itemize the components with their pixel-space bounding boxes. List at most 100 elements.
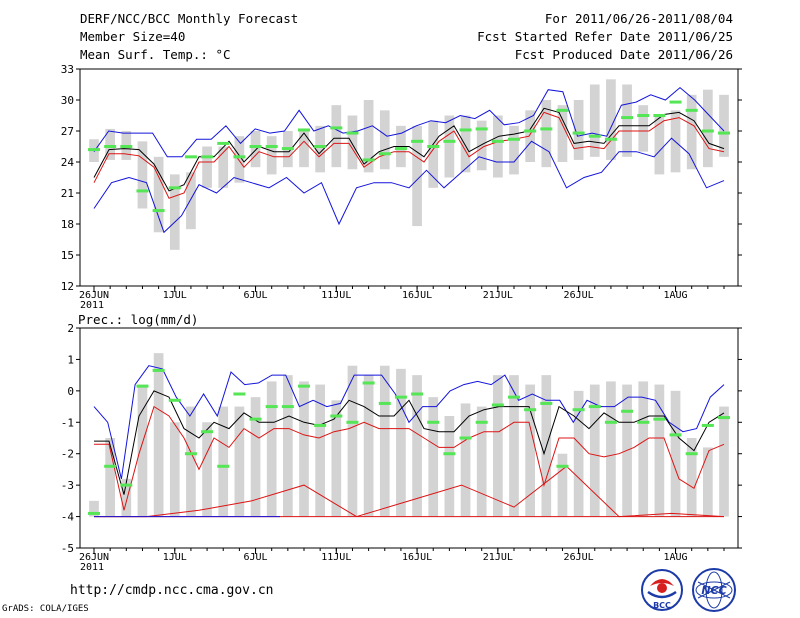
prec-obs-marker [120, 483, 133, 487]
prec-obs-marker [298, 384, 310, 388]
temp-obs-marker [701, 129, 714, 133]
prec-ensemble-box [719, 406, 729, 517]
prec-xtick-label: 21JUL [483, 552, 513, 563]
prec-obs-marker [346, 420, 359, 424]
prec-ensemble-box [670, 390, 681, 517]
temp-xtick-label: 1AUG [663, 290, 687, 301]
temp-obs-marker [475, 127, 488, 131]
temp-ensemble-box [460, 115, 471, 173]
temp-xtick-label: 1JUL [163, 290, 187, 301]
temp-obs-marker [314, 145, 327, 148]
member-size-label: Member Size=40 [80, 29, 186, 44]
prec-obs-marker [701, 423, 714, 427]
prec-obs-marker [604, 420, 617, 424]
prec-ensemble-box [525, 384, 535, 517]
temp-ensemble-box [379, 110, 390, 170]
temp-line-control [93, 111, 725, 199]
prec-ensemble-box [557, 453, 568, 517]
forecast-started-date: Fcst Started Refer Date 2011/06/25 [477, 29, 733, 44]
temp-xtick-label: 16JUL [402, 290, 432, 301]
prec-ensemble-box [412, 375, 422, 517]
temp-line-ensemble-min [93, 137, 725, 234]
prec-xtick-label: 1AUG [663, 552, 687, 563]
temp-obs-marker [184, 155, 197, 159]
temp-obs-marker [298, 128, 310, 132]
temperature-panel: 12 15 18 21 24 27 30 33 26JUN 1JUL 6JUL 11JUL 16JUL 2… [61, 63, 742, 311]
temp-line-ensemble-mean [93, 107, 725, 192]
temp-ensemble-box [476, 120, 487, 171]
prec-obs-marker [201, 430, 214, 434]
prec-ensemble-box [573, 390, 584, 517]
temp-ytick-label: 21 [61, 187, 74, 200]
prec-ytick-label: 0 [67, 385, 74, 398]
temp-obs-marker [443, 139, 456, 143]
temp-ensemble-box [654, 115, 665, 175]
variable-label: Mean Surf. Temp.: °C [80, 47, 231, 62]
prec-ensemble-box [493, 375, 503, 517]
prec-obs-marker [265, 405, 278, 409]
temp-obs-marker [362, 158, 375, 162]
prec-xtick-label: 11JUL [321, 552, 351, 563]
temp-obs-marker [604, 137, 617, 141]
prec-obs-marker [621, 409, 634, 413]
temp-obs-marker [265, 145, 278, 148]
forecast-produced-date: Fcst Produced Date 2011/06/26 [514, 47, 733, 62]
temp-obs-marker [201, 155, 214, 159]
temp-obs-marker [152, 209, 165, 213]
forecast-range: For 2011/06/26-2011/08/04 [544, 11, 733, 26]
prec-ensemble-box [379, 365, 390, 517]
temp-xtick-label: 6JUL [243, 290, 267, 301]
prec-obs-marker [88, 511, 100, 515]
prec-ensemble-box [589, 384, 600, 517]
temp-ensemble-box [703, 89, 713, 168]
prec-obs-marker [314, 423, 327, 427]
temp-ytick-label: 24 [61, 156, 75, 169]
prec-ensemble-box [153, 353, 164, 517]
prec-xtick-label: 6JUL [243, 552, 267, 563]
prec-obs-marker [378, 401, 391, 405]
temp-ensemble-box [622, 84, 632, 157]
temp-ensemble-box [573, 100, 584, 160]
temp-obs-marker [330, 126, 343, 130]
prec-obs-marker [491, 403, 504, 407]
footer-url[interactable]: http://cmdp.ncc.cma.gov.cn [70, 583, 274, 598]
temp-xtick-label: 26JUL [564, 290, 594, 301]
temp-obs-marker [249, 145, 262, 148]
prec-obs-marker [411, 392, 424, 396]
temp-ensemble-box [347, 115, 358, 170]
temp-ensemble-box [169, 174, 180, 250]
prec-obs-marker [556, 464, 569, 468]
temp-xtick-label: 26JUN [79, 290, 109, 301]
temp-ytick-label: 30 [61, 94, 74, 107]
temp-ensemble-box [557, 105, 568, 162]
temp-ytick-label: 12 [61, 280, 74, 293]
prec-ensemble-box [509, 375, 519, 517]
temp-obs-marker [524, 129, 537, 133]
prec-obs-marker [104, 464, 117, 468]
prec-ensemble-box [283, 375, 293, 517]
temp-ensemble-box [541, 100, 552, 168]
prec-ensemble-box [105, 438, 115, 517]
prec-ensemble-box [363, 375, 374, 517]
prec-ensemble-box [638, 381, 649, 517]
temp-ensemble-box [266, 136, 277, 175]
temp-ensemble-box [218, 146, 229, 188]
temp-ensemble-box [153, 156, 164, 233]
temp-ensemble-box [444, 115, 455, 178]
prec-ensemble-box [121, 478, 132, 517]
temp-ensemble-box [315, 125, 325, 173]
temp-ensemble-box [331, 105, 342, 168]
prec-ensemble-box [169, 422, 180, 517]
temp-xtick-label: 21JUL [483, 290, 513, 301]
prec-obs-marker [330, 414, 343, 418]
prec-line-ensemble-mean [94, 390, 725, 495]
prec-ytick-label: -1 [61, 416, 74, 429]
temp-obs-marker [233, 155, 246, 159]
prec-obs-marker [281, 405, 294, 409]
panel-2-title: Prec.: log(mm/d) [78, 312, 198, 327]
prec-year-label: 2011 [80, 562, 104, 573]
prec-ensemble-box [606, 381, 616, 517]
temp-year-label: 2011 [80, 300, 104, 311]
temp-obs-marker [508, 137, 520, 141]
